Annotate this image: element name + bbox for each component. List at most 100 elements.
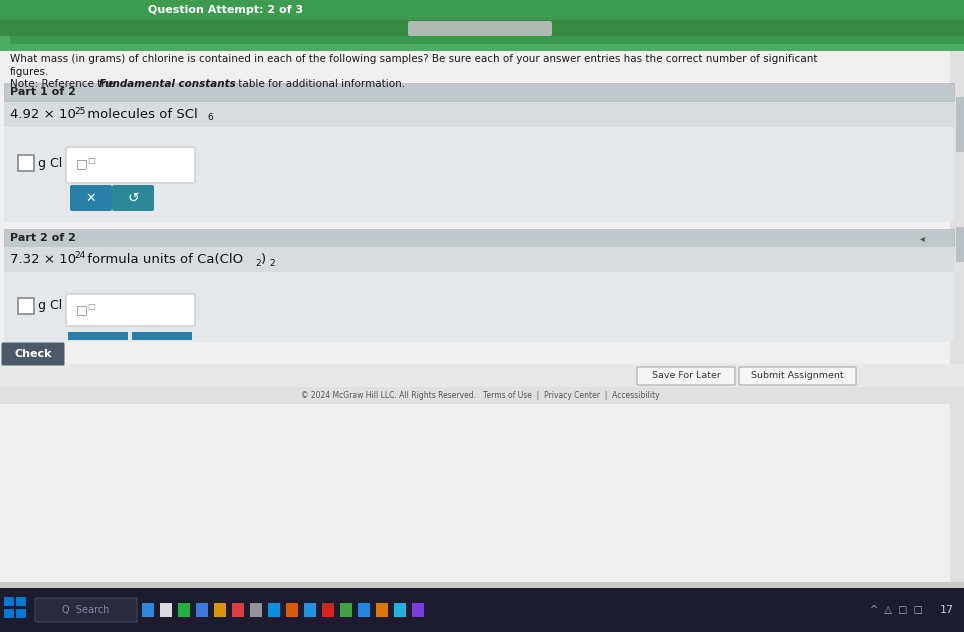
- FancyBboxPatch shape: [824, 26, 848, 44]
- FancyBboxPatch shape: [494, 26, 518, 44]
- FancyBboxPatch shape: [54, 26, 78, 44]
- Bar: [0, 0, 964, 20]
- Bar: [132, 332, 192, 340]
- FancyBboxPatch shape: [66, 147, 195, 183]
- FancyBboxPatch shape: [373, 29, 397, 51]
- FancyBboxPatch shape: [0, 29, 23, 51]
- FancyBboxPatch shape: [835, 29, 859, 51]
- Bar: [0, 19, 964, 49]
- Bar: [268, 603, 280, 617]
- FancyBboxPatch shape: [604, 26, 628, 44]
- FancyBboxPatch shape: [472, 26, 496, 44]
- FancyBboxPatch shape: [901, 29, 925, 51]
- FancyBboxPatch shape: [153, 29, 177, 51]
- Bar: [18, 155, 34, 171]
- FancyBboxPatch shape: [296, 26, 320, 44]
- FancyBboxPatch shape: [714, 26, 738, 44]
- FancyBboxPatch shape: [428, 26, 452, 44]
- FancyBboxPatch shape: [406, 26, 430, 44]
- FancyBboxPatch shape: [791, 29, 815, 51]
- Bar: [0, 364, 964, 387]
- FancyBboxPatch shape: [384, 26, 408, 44]
- FancyBboxPatch shape: [87, 29, 111, 51]
- FancyBboxPatch shape: [120, 26, 144, 44]
- FancyBboxPatch shape: [703, 29, 727, 51]
- Text: formula units of Ca(ClO: formula units of Ca(ClO: [83, 253, 243, 266]
- FancyBboxPatch shape: [307, 29, 331, 51]
- FancyBboxPatch shape: [66, 294, 195, 326]
- Bar: [4, 597, 14, 606]
- FancyBboxPatch shape: [934, 26, 958, 44]
- FancyBboxPatch shape: [582, 26, 606, 44]
- Text: ✕: ✕: [86, 191, 96, 205]
- Text: 2: 2: [269, 258, 275, 267]
- Text: g Cl: g Cl: [38, 157, 63, 169]
- FancyBboxPatch shape: [35, 598, 137, 622]
- FancyBboxPatch shape: [219, 29, 243, 51]
- FancyBboxPatch shape: [109, 29, 133, 51]
- FancyBboxPatch shape: [230, 26, 254, 44]
- FancyBboxPatch shape: [351, 29, 375, 51]
- FancyBboxPatch shape: [857, 29, 881, 51]
- Bar: [160, 603, 172, 617]
- FancyBboxPatch shape: [340, 26, 364, 44]
- FancyBboxPatch shape: [274, 26, 298, 44]
- FancyBboxPatch shape: [505, 29, 529, 51]
- Bar: [18, 298, 34, 314]
- FancyBboxPatch shape: [571, 29, 595, 51]
- Text: molecules of SCl: molecules of SCl: [83, 108, 198, 121]
- FancyBboxPatch shape: [945, 29, 964, 51]
- Bar: [4, 247, 954, 272]
- FancyBboxPatch shape: [21, 29, 45, 51]
- Bar: [0, 49, 955, 582]
- Text: Part 2 of 2: Part 2 of 2: [10, 233, 76, 243]
- FancyBboxPatch shape: [549, 29, 573, 51]
- FancyBboxPatch shape: [516, 26, 540, 44]
- FancyBboxPatch shape: [252, 26, 276, 44]
- Bar: [4, 83, 954, 101]
- FancyBboxPatch shape: [43, 29, 67, 51]
- FancyBboxPatch shape: [395, 29, 419, 51]
- Bar: [4, 609, 14, 618]
- FancyBboxPatch shape: [593, 29, 617, 51]
- FancyBboxPatch shape: [802, 26, 826, 44]
- FancyBboxPatch shape: [813, 29, 837, 51]
- Text: 2: 2: [255, 258, 260, 267]
- Bar: [322, 603, 334, 617]
- FancyBboxPatch shape: [692, 26, 716, 44]
- FancyBboxPatch shape: [846, 26, 870, 44]
- Bar: [68, 332, 128, 340]
- FancyBboxPatch shape: [626, 26, 650, 44]
- Text: Save For Later: Save For Later: [652, 372, 720, 380]
- Text: □: □: [76, 157, 88, 171]
- Text: ◂: ◂: [920, 233, 924, 243]
- Bar: [340, 603, 352, 617]
- FancyBboxPatch shape: [483, 29, 507, 51]
- Bar: [394, 603, 406, 617]
- Bar: [178, 603, 190, 617]
- FancyBboxPatch shape: [142, 26, 166, 44]
- Text: 24: 24: [74, 252, 85, 260]
- Text: 7.32 × 10: 7.32 × 10: [10, 253, 76, 266]
- FancyBboxPatch shape: [362, 26, 386, 44]
- FancyBboxPatch shape: [112, 185, 154, 211]
- FancyBboxPatch shape: [637, 29, 661, 51]
- FancyBboxPatch shape: [879, 29, 903, 51]
- Text: 17: 17: [940, 605, 954, 615]
- Bar: [142, 603, 154, 617]
- FancyBboxPatch shape: [450, 26, 474, 44]
- FancyBboxPatch shape: [76, 26, 100, 44]
- FancyBboxPatch shape: [615, 29, 639, 51]
- Bar: [214, 603, 226, 617]
- FancyBboxPatch shape: [923, 29, 947, 51]
- Bar: [0, 387, 964, 404]
- Bar: [16, 597, 26, 606]
- Text: 25: 25: [74, 107, 86, 116]
- FancyBboxPatch shape: [758, 26, 782, 44]
- Text: g Cl: g Cl: [38, 300, 63, 312]
- Bar: [950, 49, 964, 582]
- Text: 4.92 × 10: 4.92 × 10: [10, 108, 76, 121]
- Bar: [250, 603, 262, 617]
- FancyBboxPatch shape: [241, 29, 265, 51]
- Text: □: □: [76, 303, 88, 317]
